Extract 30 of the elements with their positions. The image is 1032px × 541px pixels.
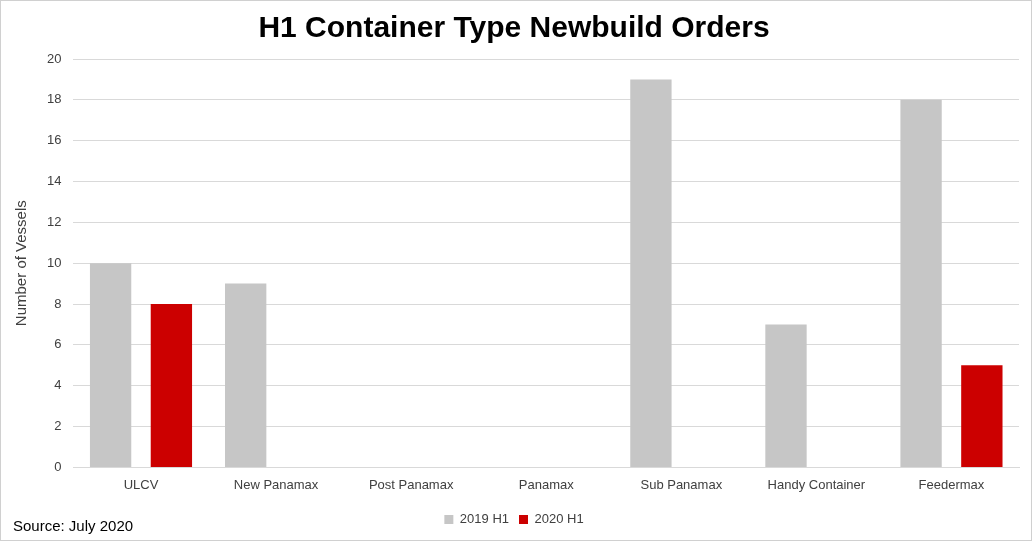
y-tick-label: 20 [46, 50, 62, 66]
y-tick-label: 16 [46, 132, 62, 148]
legend-label: 2020 H1 [534, 511, 584, 527]
bar [765, 324, 807, 467]
source-note: Source: July 2020 [13, 516, 134, 534]
bar [900, 99, 942, 467]
y-tick-label: 10 [46, 254, 62, 270]
bar [225, 283, 267, 467]
y-tick-label: 6 [54, 336, 62, 352]
y-tick-label: 8 [54, 295, 62, 311]
x-tick-label: Sub Panamax [640, 476, 723, 492]
y-tick-label: 4 [54, 377, 62, 393]
bar [89, 263, 132, 467]
y-tick-label: 14 [46, 173, 62, 189]
chart-title: H1 Container Type Newbuild Orders [258, 10, 770, 44]
y-axis-title: Number of Vessels [12, 200, 30, 327]
y-tick-label: 2 [54, 418, 62, 434]
bar [961, 365, 1003, 467]
y-tick-label: 12 [46, 213, 62, 229]
bar [150, 304, 193, 467]
x-tick-label: Handy Container [767, 476, 866, 492]
bar [630, 79, 672, 467]
x-tick-label: Post Panamax [368, 476, 454, 492]
x-tick-label: Panamax [518, 476, 575, 492]
x-tick-label: ULCV [123, 476, 159, 492]
y-tick-label: 18 [46, 91, 62, 107]
x-tick-label: New Panamax [233, 476, 319, 492]
legend-label: 2019 H1 [459, 511, 510, 527]
x-tick-label: Feedermax [918, 476, 985, 492]
y-tick-label: 0 [54, 458, 62, 474]
